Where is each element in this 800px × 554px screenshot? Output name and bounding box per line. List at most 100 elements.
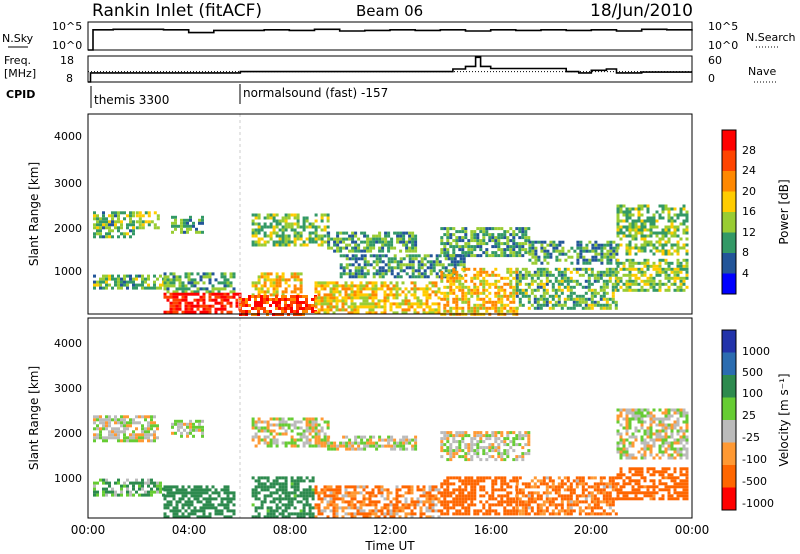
heatmap-cell bbox=[293, 420, 297, 424]
heatmap-cell bbox=[381, 249, 385, 253]
heatmap-cell bbox=[314, 515, 318, 519]
heatmap-cell bbox=[335, 497, 339, 501]
heatmap-cell bbox=[509, 491, 513, 495]
heatmap-cell bbox=[569, 306, 573, 310]
heatmap-cell bbox=[332, 491, 336, 495]
heatmap-cell bbox=[540, 240, 544, 244]
heatmap-cell bbox=[102, 439, 105, 443]
heatmap-cell bbox=[326, 311, 330, 315]
heatmap-cell bbox=[254, 240, 258, 244]
heatmap-cell bbox=[302, 491, 306, 495]
heatmap-cell bbox=[381, 260, 385, 264]
heatmap-cell bbox=[302, 301, 305, 304]
heatmap-cell bbox=[353, 506, 357, 510]
heatmap-cell bbox=[590, 491, 594, 495]
heatmap-cell bbox=[338, 308, 342, 312]
heatmap-cell bbox=[410, 515, 414, 519]
heatmap-cell bbox=[229, 281, 233, 285]
heatmap-cell bbox=[542, 500, 546, 504]
heatmap-cell bbox=[533, 485, 537, 489]
heatmap-cell bbox=[426, 260, 430, 264]
heatmap-cell bbox=[518, 300, 522, 304]
heatmap-cell bbox=[569, 270, 573, 274]
heatmap-cell bbox=[178, 307, 182, 311]
heatmap-cell bbox=[332, 299, 336, 303]
heatmap-cell bbox=[293, 237, 297, 241]
heatmap-cell bbox=[458, 476, 462, 480]
heatmap-cell bbox=[470, 497, 474, 501]
heatmap-cell bbox=[521, 236, 525, 240]
heatmap-cell bbox=[593, 494, 597, 498]
heatmap-cell bbox=[404, 503, 408, 507]
heatmap-cell bbox=[354, 243, 358, 247]
heatmap-cell bbox=[302, 506, 306, 510]
heatmap-cell bbox=[637, 411, 641, 415]
heatmap-cell bbox=[611, 297, 615, 301]
heatmap-cell bbox=[386, 491, 390, 495]
heatmap-cell bbox=[341, 305, 345, 309]
heatmap-cell bbox=[232, 295, 236, 299]
heatmap-cell bbox=[542, 303, 546, 307]
heatmap-cell bbox=[220, 509, 224, 513]
heatmap-cell bbox=[640, 423, 644, 427]
heatmap-cell bbox=[201, 428, 204, 432]
heatmap-cell bbox=[473, 512, 477, 516]
heatmap-cell bbox=[619, 210, 623, 214]
heatmap-cell bbox=[290, 301, 293, 304]
heatmap-cell bbox=[419, 494, 423, 498]
heatmap-cell bbox=[293, 298, 296, 301]
heatmap-cell bbox=[254, 243, 258, 247]
heatmap-cell bbox=[488, 254, 492, 258]
heatmap-cell bbox=[443, 297, 447, 301]
heatmap-cell bbox=[521, 227, 525, 231]
heatmap-cell bbox=[141, 427, 144, 431]
heatmap-cell bbox=[652, 444, 656, 448]
heatmap-cell bbox=[305, 420, 309, 424]
heatmap-cell bbox=[272, 301, 275, 304]
heatmap-cell bbox=[606, 249, 610, 253]
heatmap-cell bbox=[350, 281, 354, 285]
heatmap-cell bbox=[269, 222, 273, 226]
heatmap-cell bbox=[664, 228, 668, 232]
heatmap-cell bbox=[643, 246, 647, 250]
heatmap-cell bbox=[570, 261, 574, 265]
heatmap-cell bbox=[605, 497, 609, 501]
heatmap-cell bbox=[362, 287, 366, 291]
heatmap-cell bbox=[317, 438, 321, 442]
heatmap-cell bbox=[679, 267, 683, 271]
heatmap-cell bbox=[169, 509, 173, 513]
heatmap-cell bbox=[290, 240, 294, 244]
heatmap-cell bbox=[202, 292, 206, 296]
heatmap-cell bbox=[534, 240, 538, 244]
heatmap-cell bbox=[275, 497, 279, 501]
heatmap-cell bbox=[311, 426, 315, 430]
heatmap-cell bbox=[628, 285, 632, 289]
heatmap-cell bbox=[461, 309, 465, 313]
heatmap-cell bbox=[117, 235, 120, 239]
heatmap-cell bbox=[366, 438, 370, 442]
heatmap-cell bbox=[643, 441, 647, 445]
heatmap-cell bbox=[254, 479, 258, 483]
heatmap-cell bbox=[608, 491, 612, 495]
heatmap-cell bbox=[281, 432, 285, 436]
heatmap-cell bbox=[572, 303, 576, 307]
heatmap-cell bbox=[605, 273, 609, 277]
nsky-frame bbox=[87, 21, 693, 51]
heatmap-cell bbox=[458, 497, 462, 501]
heatmap-cell bbox=[625, 453, 629, 457]
heatmap-cell bbox=[299, 515, 303, 519]
heatmap-cell bbox=[392, 302, 396, 306]
heatmap-cell bbox=[323, 284, 327, 288]
heatmap-cell bbox=[254, 222, 258, 226]
heatmap-cell bbox=[266, 488, 270, 492]
heatmap-cell bbox=[377, 509, 381, 513]
heatmap-cell bbox=[163, 278, 167, 282]
heatmap-cell bbox=[239, 298, 242, 301]
heatmap-cell bbox=[150, 493, 153, 497]
heatmap-cell bbox=[443, 491, 447, 495]
heatmap-cell bbox=[187, 304, 191, 308]
heatmap-cell bbox=[524, 236, 528, 240]
heatmap-cell bbox=[563, 509, 567, 513]
heatmap-cell bbox=[575, 503, 579, 507]
heatmap-cell bbox=[455, 279, 459, 283]
